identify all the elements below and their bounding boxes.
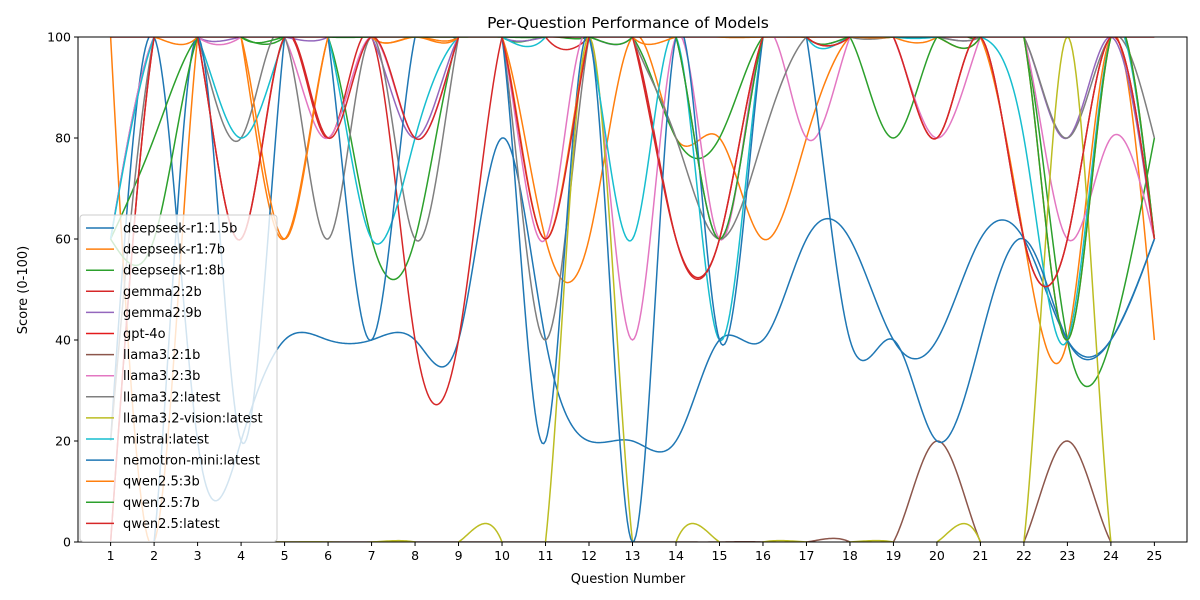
legend-label: deepseek-r1:7b bbox=[123, 243, 225, 258]
legend-label: qwen2.5:3b bbox=[123, 475, 200, 490]
y-tick-label: 40 bbox=[55, 333, 71, 348]
x-tick-label: 11 bbox=[538, 548, 554, 563]
series-line-1 bbox=[109, 37, 1156, 502]
legend-label: qwen2.5:latest bbox=[123, 517, 220, 532]
x-tick-label: 17 bbox=[799, 548, 815, 563]
y-tick-label: 80 bbox=[55, 131, 71, 146]
x-axis-label: Question Number bbox=[571, 572, 686, 587]
legend: deepseek-r1:1.5b deepseek-r1:7b deepseek-r… bbox=[79, 214, 278, 542]
legend-label: llama3.2:3b bbox=[123, 369, 200, 384]
x-tick-label: 7 bbox=[368, 548, 376, 563]
legend-label: llama3.2-vision:latest bbox=[123, 411, 263, 426]
x-tick-label: 23 bbox=[1059, 548, 1075, 563]
x-tick-label: 16 bbox=[755, 548, 771, 563]
legend-label: gpt-4o bbox=[123, 327, 166, 342]
x-tick-label: 25 bbox=[1146, 548, 1162, 563]
x-tick-label: 9 bbox=[455, 548, 463, 563]
legend-box bbox=[79, 214, 278, 542]
x-tick-label: 4 bbox=[237, 548, 245, 563]
legend-label: qwen2.5:7b bbox=[123, 496, 200, 511]
series-line-13 bbox=[110, 37, 1156, 341]
y-tick-label: 60 bbox=[55, 232, 71, 247]
legend-label: mistral:latest bbox=[123, 433, 209, 448]
chart-title: Per-Question Performance of Models bbox=[487, 14, 769, 32]
x-tick-label: 21 bbox=[972, 548, 988, 563]
x-axis: 1 2 3 4 5 6 7 8 9 10 11 12 13 14 15 16 17 18 19 20 21 22 23 24 2… bbox=[107, 542, 1162, 563]
x-tick-label: 15 bbox=[712, 548, 728, 563]
x-tick-label: 8 bbox=[411, 548, 419, 563]
legend-label: llama3.2:1b bbox=[123, 348, 200, 363]
y-axis: 0 20 40 60 80 100 bbox=[47, 30, 78, 550]
x-tick-label: 22 bbox=[1016, 548, 1032, 563]
x-tick-label: 19 bbox=[885, 548, 901, 563]
x-tick-label: 20 bbox=[929, 548, 945, 563]
x-tick-label: 24 bbox=[1103, 548, 1119, 563]
legend-label: nemotron-mini:latest bbox=[123, 454, 260, 469]
series-line-12 bbox=[110, 37, 1156, 542]
y-tick-label: 100 bbox=[47, 30, 71, 45]
x-tick-label: 3 bbox=[194, 548, 202, 563]
x-tick-label: 2 bbox=[150, 548, 158, 563]
y-tick-label: 0 bbox=[63, 535, 71, 550]
series-line-8 bbox=[109, 37, 1156, 341]
series-layer bbox=[109, 37, 1156, 542]
x-tick-label: 5 bbox=[281, 548, 289, 563]
x-tick-label: 10 bbox=[494, 548, 510, 563]
legend-label: gemma2:9b bbox=[123, 306, 202, 321]
x-tick-label: 6 bbox=[324, 548, 332, 563]
series-line-11 bbox=[109, 37, 1156, 346]
x-tick-label: 14 bbox=[668, 548, 684, 563]
y-axis-label: Score (0-100) bbox=[16, 246, 31, 334]
legend-label: deepseek-r1:8b bbox=[123, 264, 225, 279]
legend-label: gemma2:2b bbox=[123, 285, 202, 300]
x-tick-label: 1 bbox=[107, 548, 115, 563]
x-tick-label: 13 bbox=[625, 548, 641, 563]
x-tick-label: 18 bbox=[842, 548, 858, 563]
legend-label: deepseek-r1:1.5b bbox=[123, 222, 237, 237]
y-tick-label: 20 bbox=[55, 434, 71, 449]
x-tick-label: 12 bbox=[581, 548, 597, 563]
legend-label: llama3.2:latest bbox=[123, 390, 220, 405]
